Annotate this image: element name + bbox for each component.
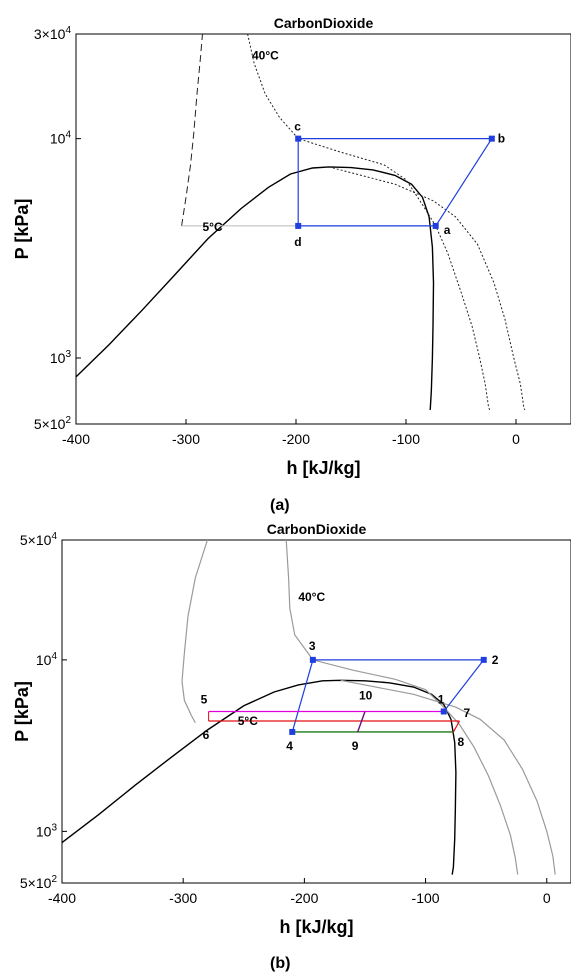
chart-a-point-c: [295, 135, 302, 142]
chart-b-point-label: 5: [201, 693, 208, 707]
chart-a-y-tick-label: 3×104: [34, 25, 72, 42]
chart-b-chart-title: CarbonDioxide: [267, 521, 367, 537]
chart-b-line-7-8: [452, 720, 461, 733]
chart-b-plot-frame: [61, 539, 571, 884]
chart-a-y-tick-label: 5×102: [34, 415, 72, 432]
chart-a-x-tick-label: -300: [172, 431, 200, 447]
chart-b-line-9-10: [357, 711, 366, 733]
chart-a-point-label: d: [294, 235, 301, 249]
chart-b-x-tick-label: -200: [290, 890, 318, 906]
chart-b-point-label: 3: [309, 639, 316, 653]
chart-b-isotherm-label-5c: 5°C: [238, 714, 258, 728]
chart-a-cycle-line: [297, 138, 493, 227]
chart-a-point-label: b: [498, 132, 505, 146]
chart-b-point-1: [440, 708, 447, 715]
chart-b-point-2: [480, 656, 487, 663]
chart-a-saturation-dome: [75, 166, 435, 410]
chart-a-chart-title: CarbonDioxide: [274, 15, 374, 31]
chart-b-saturation-dome: [61, 679, 457, 875]
chart-a: CarbonDioxide -400 -300 -200 -100 0 3×104 104 10…: [12, 15, 571, 478]
chart-b-y-tick-label: 104: [36, 651, 58, 668]
chart-b-x-tick-label: -400: [48, 890, 76, 906]
chart-b-point-label: 7: [464, 706, 471, 720]
chart-b-y-axis-label: P [kPa]: [12, 681, 32, 742]
chart-a-x-tick-label: 0: [512, 431, 520, 447]
chart-b-point-label: 1: [438, 693, 445, 707]
chart-b: CarbonDioxide-400 -300 -200 -100 05×10410410…: [12, 521, 571, 937]
chart-a-point-a: [432, 222, 439, 229]
chart-a-x-tick-label: -200: [282, 431, 310, 447]
chart-a-x-axis-label: h [kJ/kg]: [286, 458, 360, 478]
chart-b-y-tick-label: 5×104: [20, 531, 58, 548]
chart-b-point-label: 10: [359, 689, 373, 703]
chart-a-y-tick-label: 103: [50, 349, 72, 366]
chart-b-point-label: 6: [203, 728, 210, 742]
chart-b-isotherm-left: [181, 539, 208, 723]
chart-a-x-tick-label: -100: [392, 431, 420, 447]
chart-b-point-3: [309, 656, 316, 663]
chart-b-y-tick-label: 103: [36, 822, 58, 839]
chart-b-x-tick-label: -100: [412, 890, 440, 906]
chart-b-isotherm-label-40c: 40°C: [298, 590, 325, 604]
chart-b-y-tick-label: 5×102: [20, 874, 58, 891]
chart-b-x-axis-label: h [kJ/kg]: [279, 917, 353, 937]
chart-a-point-label: c: [294, 120, 301, 134]
chart-b-cycle-line: [291, 659, 485, 733]
chart-b-point-4: [289, 728, 296, 735]
chart-b-point-label: 2: [492, 653, 499, 667]
chart-a-point-label: a: [444, 223, 451, 237]
chart-b-point-label: 8: [457, 735, 464, 749]
chart-a-plot-frame: [75, 33, 571, 425]
chart-a-point-d: [295, 222, 302, 229]
chart-a-isotherm-40c: [247, 33, 491, 411]
chart-a-y-tick-label: 104: [50, 130, 72, 147]
chart-b-isotherm-right: [340, 679, 556, 875]
chart-a-isotherm-5c: [181, 33, 203, 226]
caption-a: (a): [270, 497, 290, 514]
chart-b-point-label: 4: [286, 739, 293, 753]
chart-b-isotherm-40c: [285, 539, 519, 875]
chart-a-isotherm-label-40c: 40°C: [252, 48, 279, 62]
chart-b-x-tick-label: 0: [543, 890, 551, 906]
chart-a-isotherm-label-5c: 5°C: [203, 220, 223, 234]
chart-a-isotherm-right: [328, 166, 526, 411]
chart-b-point-label: 9: [352, 739, 359, 753]
chart-a-x-tick-label: -400: [62, 431, 90, 447]
chart-a-y-axis-label: P [kPa]: [12, 199, 32, 260]
chart-b-x-tick-label: -300: [169, 890, 197, 906]
caption-b: (b): [270, 955, 291, 972]
chart-a-point-b: [488, 135, 495, 142]
